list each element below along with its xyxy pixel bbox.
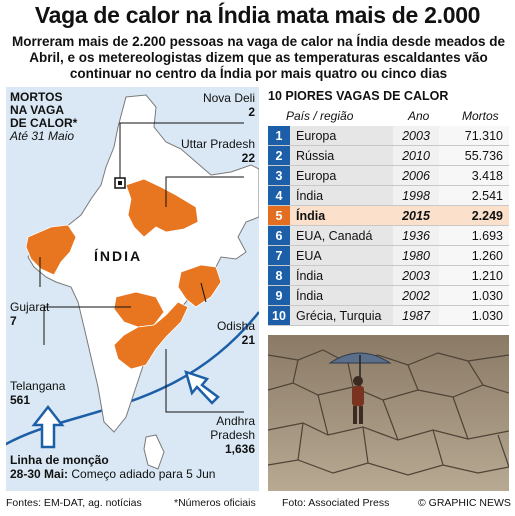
table-row: 6 EUA, Canadá 1936 1.693 [268,225,509,246]
table-row: 8 Índia 2003 1.210 [268,265,509,286]
header-country: País / região [286,109,354,123]
table-row: 5 Índia 2015 2.249 [268,205,509,226]
umbrella-figure [328,352,392,424]
country-cell: Europa [290,126,393,146]
footer-sources: Fontes: EM-DAT, ag. notícias [6,497,142,509]
country-cell: Índia [290,205,393,226]
country-cell: Grécia, Turquia [290,305,393,326]
label-uttar-pradesh: Uttar Pradesh 22 [180,137,255,165]
table-row: 9 Índia 2002 1.030 [268,285,509,306]
rank-cell: 9 [268,285,290,306]
map-legend: MORTOS NA VAGA DE CALOR* Até 31 Maio [10,90,78,143]
header-year: Ano [408,109,430,123]
country-cell: Índia [290,285,393,306]
deaths-cell: 1.210 [439,265,509,286]
header-deaths: Mortos [462,109,499,123]
deaths-cell: 55.736 [439,145,509,166]
deaths-cell: 1.030 [439,285,509,306]
odisha-region [177,264,222,308]
deaths-cell: 2.249 [439,205,509,226]
table-row: 1 Europa 2003 71.310 [268,126,509,146]
country-cell: Rússia [290,145,393,166]
footer-photo-credit: Foto: Associated Press [282,497,390,509]
table-header: País / região Ano Mortos [268,106,509,126]
year-cell: 1987 [393,305,439,326]
leader-odisha [200,282,207,303]
year-cell: 2010 [393,145,439,166]
leader-nova-deli [119,122,244,178]
table-row: 3 Europa 2006 3.418 [268,165,509,186]
monsoon-arrow-west [31,404,65,449]
page-title: Vaga de calor na Índia mata mais de 2.00… [34,2,481,28]
photo-illustration [268,335,509,491]
rank-cell: 10 [268,305,290,326]
rank-cell: 2 [268,145,290,166]
deaths-cell: 1.030 [439,305,509,326]
deaths-cell: 2.541 [439,185,509,206]
monsoon-caption: Linha de monção 28-30 Mai: Começo adiado… [10,453,216,481]
country-cell: Europa [290,165,393,186]
year-cell: 1980 [393,245,439,266]
table-title: 10 PIORES VAGAS DE CALOR [268,89,449,103]
map-graphic [6,94,259,470]
deaths-cell: 1.260 [439,245,509,266]
year-cell: 2002 [393,285,439,306]
table-row: 2 Rússia 2010 55.736 [268,145,509,166]
rank-cell: 8 [268,265,290,286]
year-cell: 2015 [393,205,439,226]
deaths-cell: 71.310 [439,126,509,146]
country-cell: Índia [290,185,393,206]
label-odisha: Odisha 21 [216,319,255,347]
monsoon-arrow-east [184,370,220,405]
leader-andhra [165,349,244,413]
cracked-earth [268,349,509,476]
rank-cell: 3 [268,165,290,186]
rank-cell: 4 [268,185,290,206]
label-nova-deli: Nova Deli 2 [202,91,255,119]
india-map: MORTOS NA VAGA DE CALOR* Até 31 Maio ÍND… [6,87,259,491]
leader-uttar-pradesh [165,176,244,207]
year-cell: 1936 [393,225,439,246]
rank-cell: 1 [268,126,290,146]
footer-copyright: © GRAPHIC NEWS [418,497,511,509]
label-andhra-pradesh: Andhra Pradesh 1,636 [210,414,255,456]
rank-cell: 6 [268,225,290,246]
footer-note: *Números oficiais [174,497,256,509]
table-row: 4 Índia 1998 2.541 [268,185,509,206]
rank-cell: 7 [268,245,290,266]
label-gujarat: Gujarat 7 [10,300,50,328]
drought-photo [268,335,509,491]
year-cell: 1998 [393,185,439,206]
label-telangana: Telangana 561 [10,379,66,407]
table-row: 7 EUA 1980 1.260 [268,245,509,266]
country-cell: EUA, Canadá [290,225,393,246]
andhra-pradesh-region [113,301,189,370]
country-cell: EUA [290,245,393,266]
year-cell: 2003 [393,265,439,286]
year-cell: 2006 [393,165,439,186]
gujarat-region [25,224,77,276]
year-cell: 2003 [393,126,439,146]
deaths-cell: 3.418 [439,165,509,186]
subtitle: Morreram mais de 2.200 pessoas na vaga d… [12,34,505,81]
heatwave-table: 1 Europa 2003 71.310 2 Rússia 2010 55.736 3 Europ… [268,126,509,326]
rank-cell: 5 [268,205,290,226]
country-label: ÍNDIA [94,248,143,264]
table-row: 10 Grécia, Turquia 1987 1.030 [268,305,509,326]
uttar-pradesh-region [125,178,199,238]
leader-telangana [43,306,131,345]
country-cell: Índia [290,265,393,286]
deaths-cell: 1.693 [439,225,509,246]
sri-lanka [143,434,165,470]
